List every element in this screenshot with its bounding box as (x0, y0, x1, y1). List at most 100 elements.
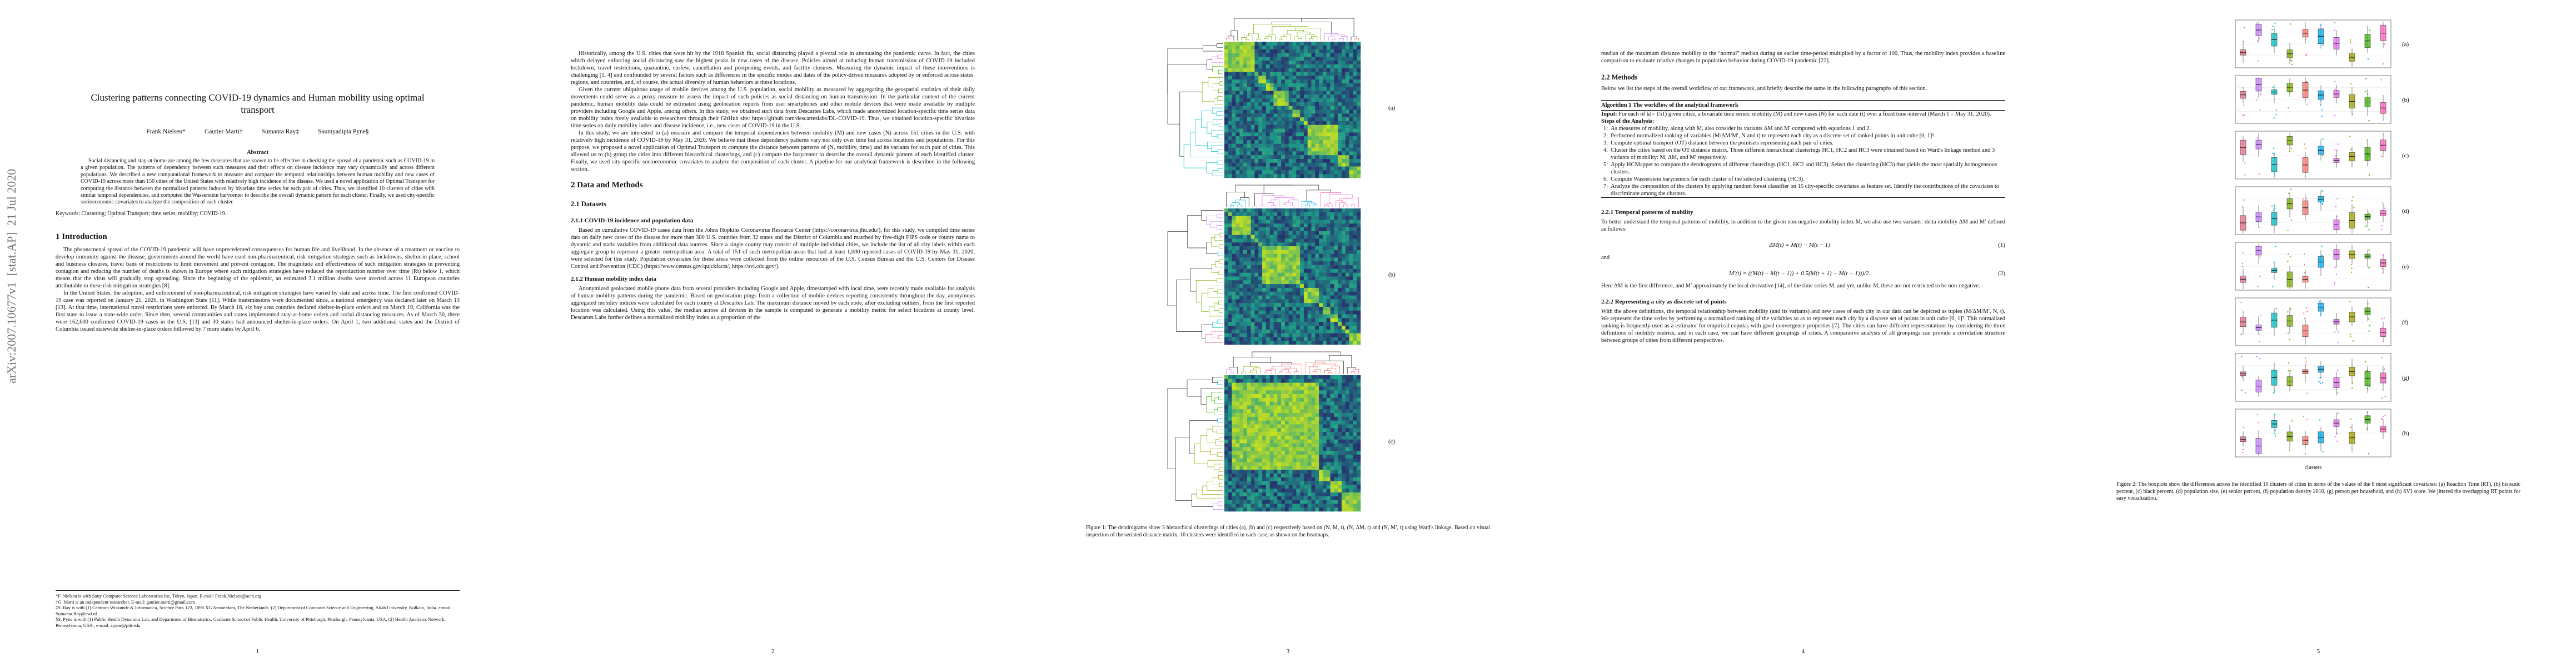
heatmap-cell (1258, 170, 1262, 175)
heatmap-cell (1356, 83, 1361, 87)
dendrogram-link (1287, 30, 1304, 34)
heatmap-cell (1239, 397, 1243, 402)
heatmap-cell (1352, 507, 1357, 512)
heatmap-cell (1326, 401, 1331, 406)
heatmap-cell (1269, 83, 1274, 87)
heatmap-cell (1322, 257, 1327, 262)
heatmap-cell (1322, 98, 1327, 103)
heatmap-cell (1345, 72, 1349, 76)
heatmap-cell (1345, 432, 1349, 436)
heatmap-cell (1243, 121, 1247, 126)
jitter-point (2382, 133, 2384, 135)
heatmap-cell (1224, 268, 1228, 273)
heatmap-cell (1303, 223, 1308, 228)
heatmap-cell (1254, 208, 1259, 213)
step-label: 6: (1603, 176, 1608, 182)
heatmap-cell (1288, 53, 1293, 57)
heatmap-cell (1288, 481, 1293, 485)
heatmap-cell (1269, 420, 1274, 425)
heatmap-cell (1292, 68, 1297, 72)
heatmap-cell (1307, 295, 1312, 300)
heatmap-cell (1311, 68, 1316, 72)
heatmap-cell (1243, 375, 1247, 380)
heatmap-cell (1341, 261, 1346, 266)
heatmap-cell (1288, 143, 1293, 148)
heatmap-cell (1318, 318, 1323, 322)
heatmap-cell (1356, 481, 1361, 485)
heatmap-cell (1250, 447, 1255, 451)
heatmap-cell (1311, 287, 1316, 292)
heatmap-cell (1311, 140, 1316, 145)
heatmap-cell (1296, 64, 1300, 68)
jitter-point (2259, 142, 2261, 143)
heatmap-cell (1307, 91, 1312, 95)
heatmap-cell (1299, 253, 1304, 258)
heatmap-cell (1262, 291, 1266, 296)
heatmap-cell (1284, 397, 1289, 402)
heatmap-cell (1235, 413, 1240, 417)
dendrogram-link (1207, 77, 1223, 88)
heatmap-cell (1311, 91, 1316, 95)
heatmap-cell (1247, 220, 1251, 224)
heatmap-cell (1333, 413, 1338, 417)
heatmap-cell (1299, 143, 1304, 148)
heatmap-cell (1330, 405, 1334, 410)
heatmap-cell (1277, 299, 1281, 303)
heatmap-cell (1311, 428, 1316, 432)
dendrogram-link (1305, 205, 1309, 207)
heatmap-cell (1288, 246, 1293, 251)
heatmap-cell (1284, 306, 1289, 311)
heatmap-cell (1254, 216, 1259, 220)
heatmap-cell (1262, 394, 1266, 399)
heatmap-cell (1273, 170, 1278, 175)
heatmap-cell (1288, 49, 1293, 53)
heatmap-cell (1262, 379, 1266, 383)
equation-body: M′(t) = ((M(t) − M(t − 1)) + 0.5(M(t + 1… (1729, 270, 1871, 277)
heatmap-cell (1232, 268, 1236, 273)
heatmap-cell (1337, 303, 1342, 307)
heatmap-cell (1352, 386, 1357, 391)
heatmap-cell (1254, 382, 1259, 387)
heatmap-cell (1330, 341, 1334, 345)
heatmap-cell (1258, 303, 1262, 307)
heatmap-cell (1341, 394, 1346, 399)
heatmap-cell (1356, 287, 1361, 292)
heatmap-cell (1352, 132, 1357, 137)
dendrogram-link (1189, 132, 1223, 157)
step-text: As measures of mobility, along with M, a… (1611, 126, 1871, 132)
heatmap-cell (1307, 337, 1312, 341)
heatmap-cell (1356, 325, 1361, 330)
heatmap-cell (1265, 174, 1270, 178)
heatmap-cell (1337, 106, 1342, 110)
dendrogram-link (1217, 251, 1223, 256)
heatmap-cell (1262, 272, 1266, 277)
heatmap-cell (1352, 235, 1357, 239)
jitter-point (2366, 93, 2369, 95)
heatmap-cell (1250, 500, 1255, 504)
heatmap-cell (1314, 477, 1319, 481)
heatmap-cell (1273, 72, 1278, 76)
heatmap-cell (1341, 318, 1346, 322)
heatmap-cell (1337, 140, 1342, 145)
heatmap-cell (1288, 276, 1293, 281)
heatmap-cell (1232, 136, 1236, 141)
heatmap-cell (1356, 318, 1361, 322)
jitter-point (2366, 412, 2368, 414)
heatmap-cell (1292, 57, 1297, 61)
heatmap-cell (1322, 102, 1327, 106)
dendrogram-link (1346, 197, 1359, 207)
heatmap-cell (1341, 507, 1346, 512)
paragraph: Given the current ubiquitous usage of mo… (571, 87, 975, 129)
heatmap-cell (1292, 314, 1297, 318)
heatmap-cell (1314, 341, 1319, 345)
dendrogram-link (1282, 205, 1287, 207)
heatmap-cell (1314, 295, 1319, 300)
heatmap-cell (1269, 72, 1274, 76)
heatmap-cell (1280, 136, 1285, 141)
heatmap-cell (1337, 162, 1342, 167)
heatmap-cell (1326, 318, 1331, 322)
heatmap-cell (1349, 280, 1353, 285)
heatmap-cell (1337, 235, 1342, 239)
heatmap-cell (1239, 341, 1243, 345)
heatmap-cell (1280, 155, 1285, 160)
